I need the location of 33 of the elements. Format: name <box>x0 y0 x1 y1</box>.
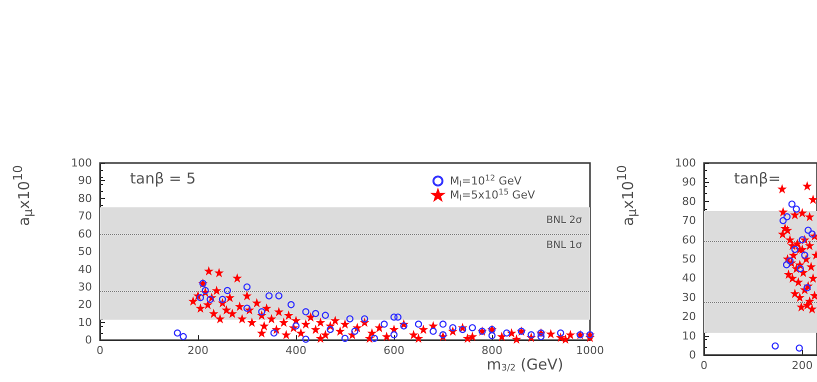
x-tick-label: 400 <box>286 344 306 358</box>
y-tick-label: 100 <box>675 156 696 170</box>
y-tick-label: 30 <box>78 280 92 294</box>
annotation: tanβ= <box>734 170 781 188</box>
y-tick-label: 100 <box>71 156 92 170</box>
y-tick-label: 60 <box>78 227 92 240</box>
y-tick-label: 50 <box>78 245 92 258</box>
band-label: BNL 2σ <box>546 214 583 226</box>
y-tick-label: 80 <box>78 192 92 205</box>
x-axis-title: m3/2 (GeV) <box>486 356 564 374</box>
x-tick-label: 600 <box>384 344 404 358</box>
y-tick-label: 10 <box>78 316 92 329</box>
x-tick-label: 800 <box>482 344 502 358</box>
y-tick-label: 10 <box>682 329 696 342</box>
x-tick-label: 200 <box>792 359 813 372</box>
y-tick-label: 20 <box>78 298 92 312</box>
x-tick-label: 1000 <box>576 344 604 358</box>
y-tick-label: 70 <box>78 210 92 223</box>
y-tick-label: 40 <box>682 272 696 285</box>
y-tick-label: 60 <box>682 233 696 246</box>
y-tick-label: 0 <box>85 334 92 347</box>
x-tick-label: 200 <box>188 344 208 358</box>
y-tick-label: 50 <box>682 252 696 266</box>
y-tick-label: 20 <box>682 310 696 324</box>
ref-line-label: BNL 1σ <box>546 240 583 252</box>
y-tick-label: 40 <box>78 262 92 276</box>
x-tick-label: 0 <box>96 344 104 358</box>
y-tick-label: 90 <box>78 174 92 188</box>
y-tick-label: 90 <box>682 176 696 189</box>
y-tick-label: 70 <box>682 214 696 228</box>
annotation: tanβ = 5 <box>130 170 196 188</box>
y-tick-label: 80 <box>682 194 696 208</box>
y-tick-label: 30 <box>682 290 696 304</box>
